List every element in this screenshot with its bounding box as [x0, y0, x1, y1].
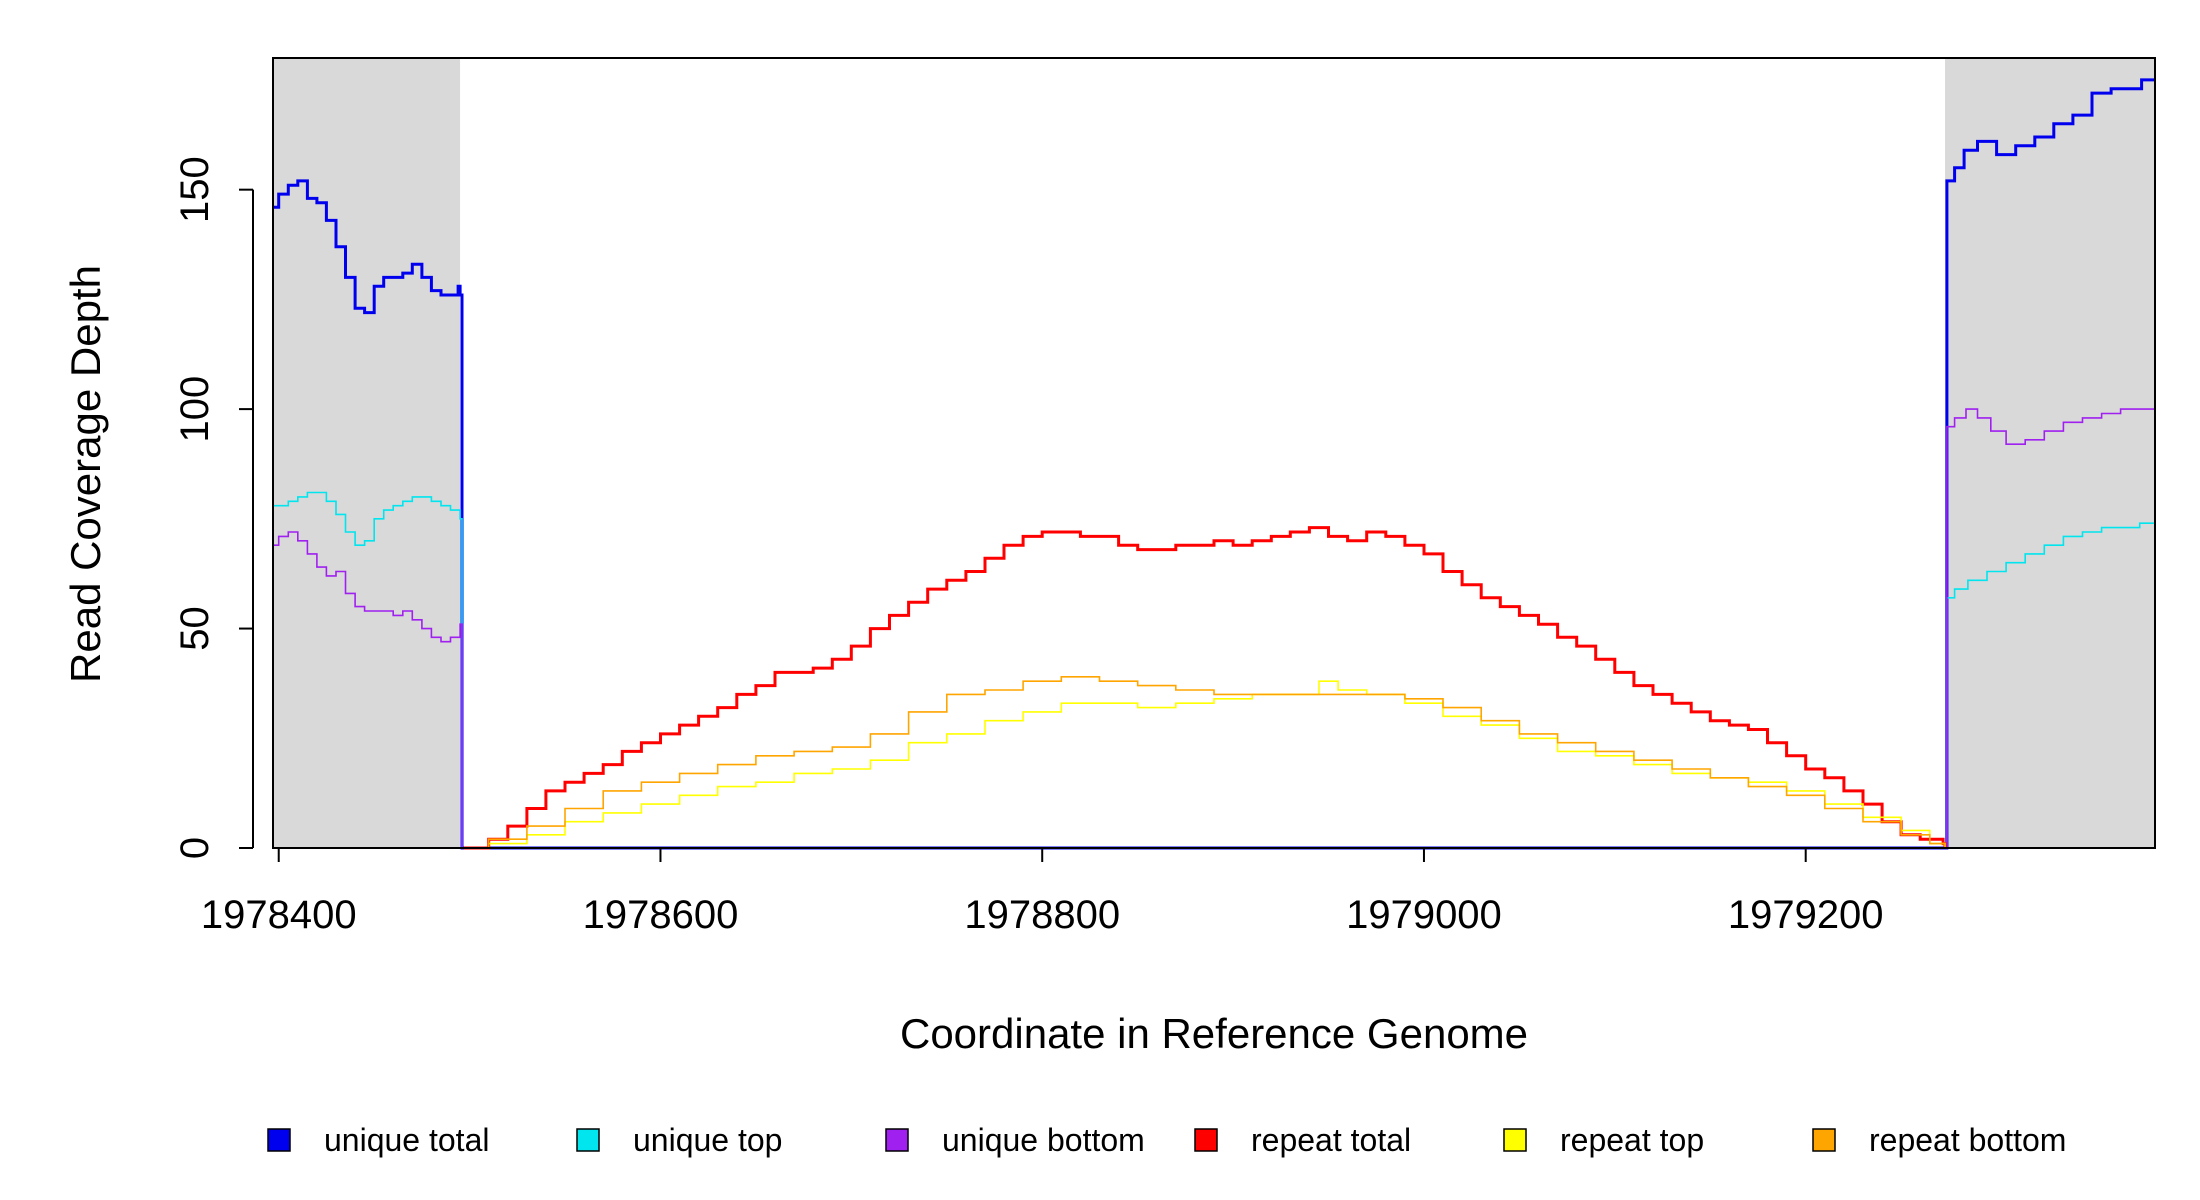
y-tick-label: 0: [173, 837, 217, 859]
series-line-unique-total: [273, 78, 2155, 850]
series-line-repeat-total: [463, 526, 1947, 850]
legend-item-unique-top: unique top: [576, 1122, 782, 1158]
plot-frame: [272, 57, 2156, 849]
legend-swatch: [576, 1128, 600, 1152]
legend-swatch: [267, 1128, 291, 1152]
x-tick-label: 1979200: [1728, 893, 1884, 937]
legend-label: repeat top: [1560, 1122, 1704, 1158]
shaded-region-1: [273, 58, 461, 848]
y-tick-label: 150: [173, 156, 217, 223]
series-line-unique-bottom: [273, 404, 2156, 849]
legend-swatch: [885, 1128, 909, 1152]
legend-item-repeat-top: repeat top: [1503, 1122, 1704, 1158]
x-tick-label: 1979000: [1346, 893, 1502, 937]
legend-label: unique bottom: [942, 1122, 1145, 1158]
series-lines: [273, 78, 2156, 850]
legend-swatch: [1812, 1128, 1836, 1152]
shaded-regions: [273, 58, 2155, 848]
y-axis-title: Read Coverage Depth: [62, 265, 109, 683]
legend-label: unique top: [633, 1122, 782, 1158]
legend: unique total unique top unique bottom repea…: [267, 1122, 2066, 1158]
legend-label: repeat bottom: [1869, 1122, 2066, 1158]
legend-swatch: [1503, 1128, 1527, 1152]
series-line-unique-top: [273, 491, 2155, 849]
x-tick-label: 1978400: [201, 893, 357, 937]
legend-label: unique total: [324, 1122, 489, 1158]
legend-item-repeat-total: repeat total: [1194, 1122, 1411, 1158]
legend-item-repeat-bottom: repeat bottom: [1812, 1122, 2066, 1158]
y-axis: 0 50 100 150: [173, 156, 254, 859]
x-tick-label: 1978600: [583, 893, 739, 937]
series-line-repeat-top: [463, 680, 1946, 849]
shaded-region-2: [1945, 58, 2155, 848]
x-axis-title: Coordinate in Reference Genome: [900, 1010, 1528, 1057]
legend-swatch: [1194, 1128, 1218, 1152]
y-tick-label: 50: [173, 606, 217, 651]
x-tick-label: 1978800: [964, 893, 1120, 937]
x-axis: 1978400 1978600 1978800 1979000 1979200: [201, 848, 1884, 937]
legend-label: repeat total: [1251, 1122, 1411, 1158]
legend-item-unique-bottom: unique bottom: [885, 1122, 1145, 1158]
legend-item-unique-total: unique total: [267, 1122, 489, 1158]
series-line-repeat-bottom: [463, 676, 1946, 849]
y-tick-label: 100: [173, 376, 217, 443]
